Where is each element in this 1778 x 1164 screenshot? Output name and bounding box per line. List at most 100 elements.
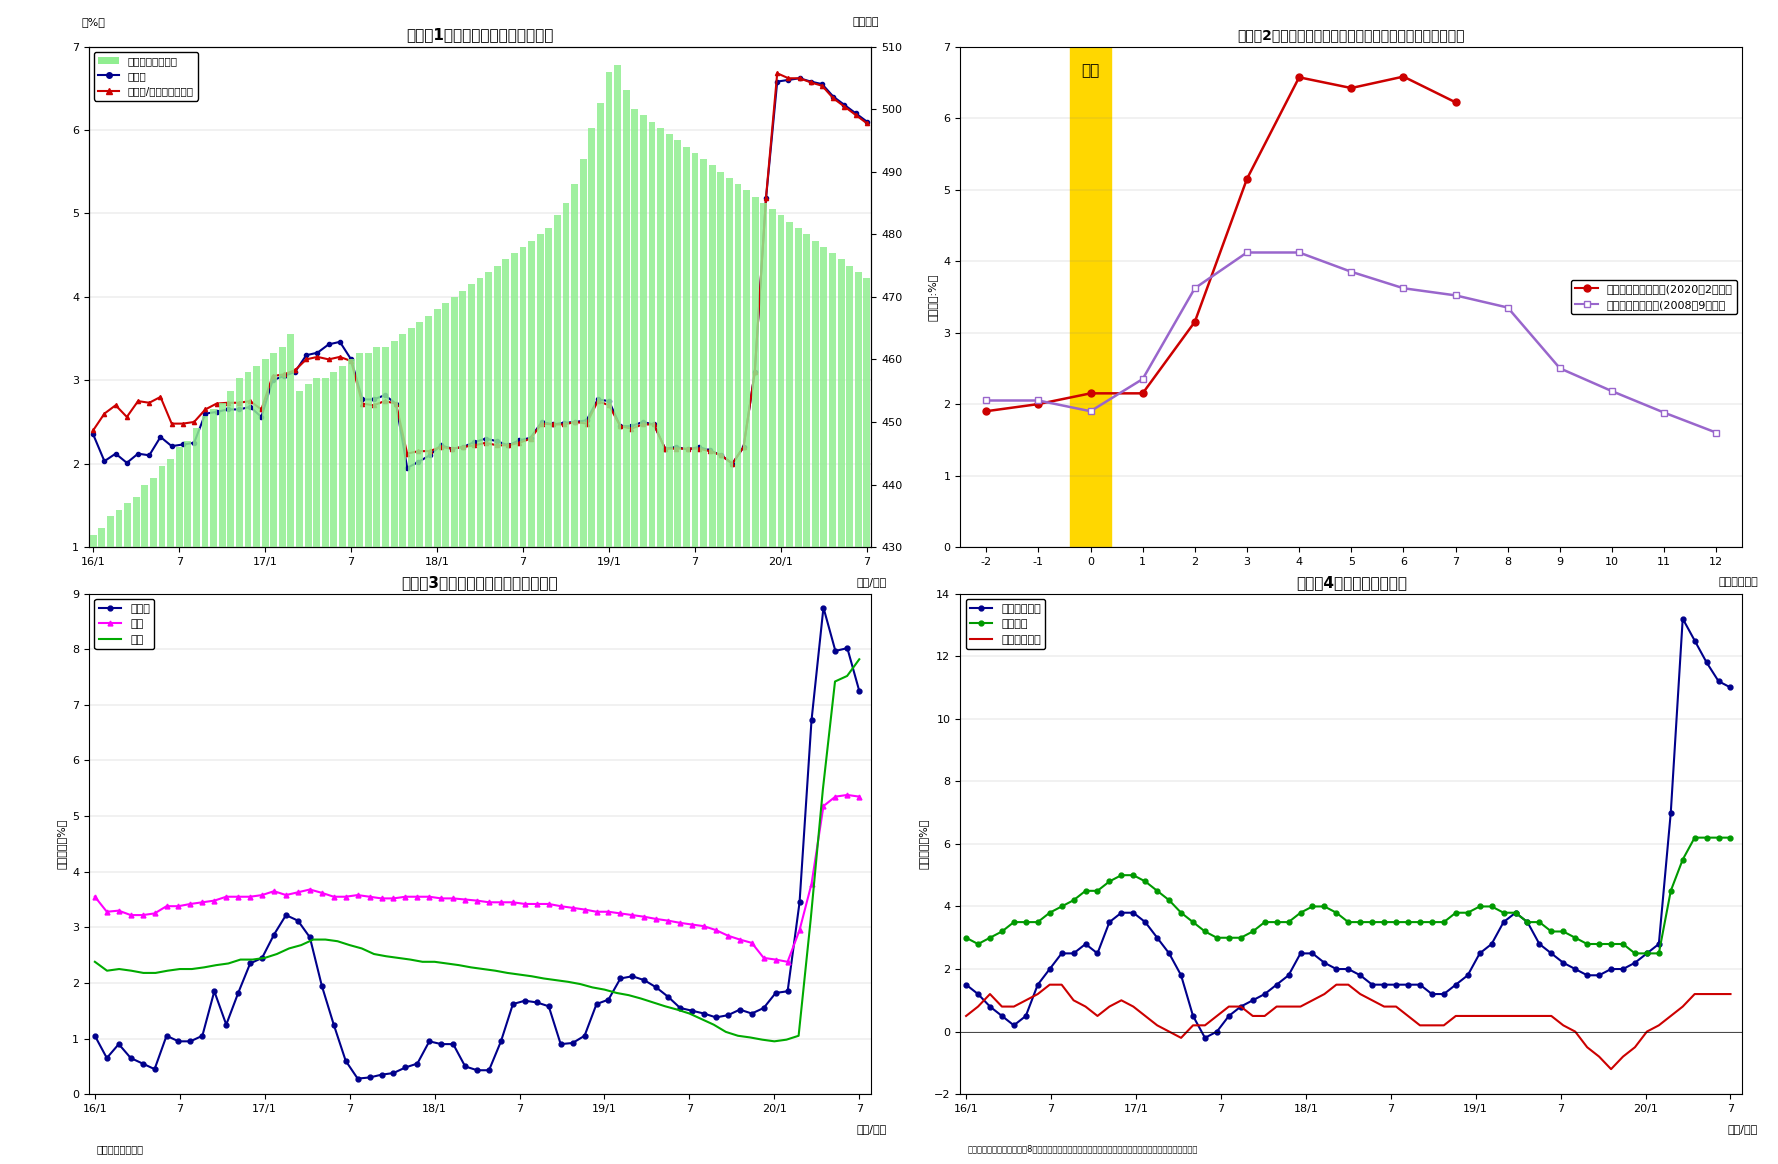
Bar [322,378,329,1164]
大・中堅企業 [1182,1009,1204,1023]
地方公共団体 [1362,993,1383,1007]
Bar [425,315,432,1164]
Legend: 貸出残高（右軸）, 前年比, 前年比/特殊要因調整後: 貸出残高（右軸）, 前年比, 前年比/特殊要因調整後 [94,51,197,100]
都銀等 [491,1035,512,1049]
Bar [140,484,148,1164]
Bar [528,241,535,1164]
Bar [313,378,320,1164]
Bar [555,215,560,1164]
Bar [194,428,199,1164]
信金 [509,967,530,981]
Bar [158,466,165,1164]
地方公共団体 [955,1009,976,1023]
大・中堅企業 [1719,681,1741,695]
Bar [562,203,569,1164]
Bar [820,247,827,1164]
Bar [304,384,311,1164]
信金 [84,954,105,968]
地方公共団体 [1147,1018,1168,1032]
信金 [569,977,590,991]
Bar [846,265,853,1164]
信金 [765,1035,786,1049]
Bar [537,234,544,1164]
地方公共団体 [1038,978,1060,992]
Bar [683,147,690,1164]
Bar [245,372,251,1164]
Legend: 大・中堅企業, 中小企業, 地方公共団体: 大・中堅企業, 中小企業, 地方公共団体 [965,599,1045,650]
Bar [640,115,647,1164]
Bar [777,215,784,1164]
中小企業 [955,931,976,945]
地銀 [478,895,500,909]
Bar [503,260,509,1164]
Y-axis label: （前年比:%）: （前年比:%） [928,274,937,320]
Text: （注）新型コロナショックは、世界的に感染が拡大し、株価が急落した2月とした: （注）新型コロナショックは、世界的に感染が拡大し、株価が急落した2月とした [967,597,1166,606]
Bar [761,203,766,1164]
Legend: 都銀等, 地銀, 信金: 都銀等, 地銀, 信金 [94,599,155,650]
都銀等 [311,979,332,993]
Title: （図表3）　業態別の貸出残高増減率: （図表3） 業態別の貸出残高増減率 [402,575,558,590]
Line: 地銀: 地銀 [92,793,862,964]
地銀 [263,885,284,899]
中小企業 [1182,915,1204,929]
Bar [185,441,192,1164]
Bar [382,347,389,1164]
中小企業 [1696,831,1718,845]
Line: 信金: 信金 [94,659,859,1042]
Bar [236,378,244,1164]
Text: （%）: （%） [82,16,105,27]
Bar [658,128,663,1164]
Bar [649,121,656,1164]
Line: 中小企業: 中小企業 [964,836,1734,956]
Bar [270,353,277,1164]
Text: （資料）日本銀行: （資料）日本銀行 [967,627,1012,637]
Bar [373,347,380,1164]
Text: （資料）日本銀行　（注）8分まで（末残ベース）、大・中堅企業は「法人」－「中小企業」にて算出: （資料）日本銀行 （注）8分まで（末残ベース）、大・中堅企業は「法人」－「中小企… [967,1144,1198,1154]
Bar [546,228,553,1164]
Line: 地方公共団体: 地方公共団体 [965,985,1730,1069]
X-axis label: （経過月数）: （経過月数） [1718,577,1758,587]
信金 [400,952,421,966]
大・中堅企業 [1195,1031,1216,1045]
地方公共団体 [1719,987,1741,1001]
Bar [107,516,114,1164]
Bar [477,278,484,1164]
都銀等 [347,1072,368,1086]
都銀等 [825,644,846,658]
都銀等 [813,601,834,615]
信金 [181,961,203,975]
地方公共団体 [1636,1024,1657,1038]
Text: （資料）日本銀行: （資料）日本銀行 [96,1144,144,1155]
信金 [581,980,603,994]
中小企業 [1625,946,1646,960]
Bar [855,271,862,1164]
Bar [297,391,302,1164]
地方公共団体 [1289,1000,1310,1014]
中小企業 [1613,937,1634,951]
地銀 [407,889,428,903]
Bar [210,410,217,1164]
Bar [837,260,845,1164]
Bar [864,278,871,1164]
Bar [116,510,123,1164]
Bar [717,172,724,1164]
都銀等 [848,684,869,698]
Title: （図表2）リーマンショック・コロナショック後の銀行貸出: （図表2）リーマンショック・コロナショック後の銀行貸出 [1237,29,1465,43]
Bar [228,391,235,1164]
Bar [725,178,733,1164]
Bar [622,91,629,1164]
地方公共団体 [1696,987,1718,1001]
Bar [571,184,578,1164]
都銀等 [418,1035,439,1049]
Bar [665,134,672,1164]
Bar [768,210,775,1164]
Bar [407,328,414,1164]
Bar [829,253,836,1164]
Text: （注）特殊要因調整後は、為替変動・債権償却・流動化等の影響を考慮したもの
　　特殊要因調整後の前年比＝（今月の調整後貸出残高－前年同月の調整前貸出残高）／前年同: （注）特殊要因調整後は、為替変動・債権償却・流動化等の影響を考慮したもの 特殊要… [96,637,357,672]
中小企業 [1278,915,1300,929]
Bar [443,303,450,1164]
Bar [252,365,260,1164]
Bar [434,310,441,1164]
Text: （兆円）: （兆円） [852,16,878,27]
中小企業 [1719,831,1741,845]
